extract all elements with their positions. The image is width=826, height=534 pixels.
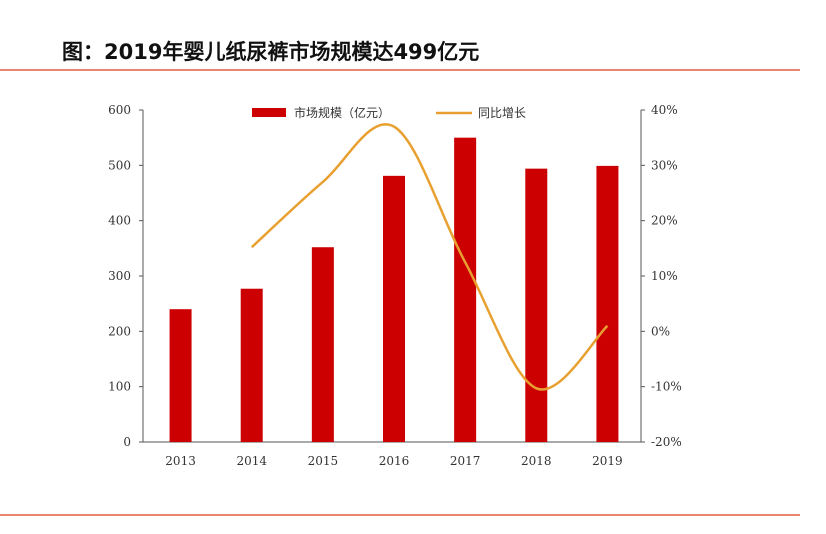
legend-line-label: 同比增长 (478, 106, 526, 120)
right-tick-label: -10% (651, 380, 682, 394)
left-tick-label: 200 (108, 324, 131, 338)
right-tick-label: 10% (651, 269, 678, 283)
left-tick-label: 300 (108, 269, 131, 283)
right-tick-label: 0% (651, 324, 670, 338)
x-tick-label: 2018 (521, 454, 552, 468)
left-tick-label: 400 (108, 214, 131, 228)
right-tick-label: 20% (651, 214, 678, 228)
bar-2016 (383, 175, 405, 442)
x-tick-label: 2015 (308, 454, 339, 468)
right-tick-label: 30% (651, 158, 678, 172)
left-tick-label: 500 (108, 158, 131, 172)
divider-top (0, 69, 800, 71)
divider-bottom (0, 514, 800, 516)
bar-2014 (240, 288, 263, 442)
bar-2017 (454, 137, 477, 442)
legend-bar-label: 市场规模（亿元） (294, 105, 390, 120)
chart-title: 图：2019年婴儿纸尿裤市场规模达499亿元 (62, 40, 480, 64)
left-tick-label: 0 (123, 435, 131, 449)
x-tick-label: 2016 (379, 454, 410, 468)
bar-2015 (311, 247, 334, 442)
left-tick-label: 600 (108, 103, 131, 117)
x-tick-label: 2017 (450, 454, 481, 468)
legend-bar-swatch (252, 108, 286, 117)
x-tick-label: 2019 (592, 454, 623, 468)
bar-2019 (596, 165, 619, 443)
bar-2018 (525, 168, 548, 443)
right-tick-label: -20% (651, 435, 682, 449)
growth-line (250, 123, 609, 391)
x-tick-label: 2014 (236, 454, 267, 468)
right-tick-label: 40% (651, 103, 678, 117)
left-tick-label: 100 (108, 380, 131, 394)
bar-2013 (169, 309, 192, 442)
x-tick-label: 2013 (165, 454, 196, 468)
